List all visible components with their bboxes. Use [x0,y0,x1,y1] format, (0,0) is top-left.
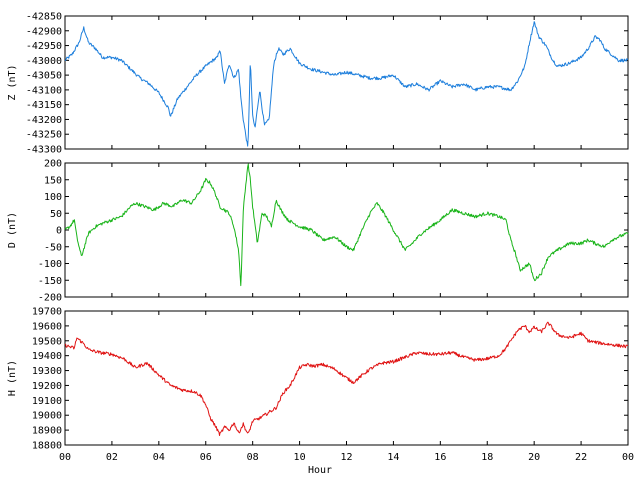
panel-z-y-axis-title: Z (nT) [7,64,18,100]
panel-h-y-tick-label: 18800 [32,441,62,452]
panel-h-y-tick-label: 18900 [32,426,62,437]
panel-h-y-tick-label: 19100 [32,396,62,407]
x-tick-label: 14 [387,452,399,463]
panel-z-y-tick-label: -43250 [26,130,62,141]
x-axis-title: Hour [308,465,332,476]
panel-h: 19700 19600 19500 19400 19300 19200 19100 19000… [7,307,634,464]
panel-h-frame [64,310,629,446]
panel-d-y-tick-label: 50 [50,209,62,220]
panel-z-frame [64,15,629,150]
x-tick-label: 00 [59,452,71,463]
panel-z: -42850 -42900 -42950 -43000 -43050 -43100 -431… [7,12,629,156]
panel-d-y-tick-label: -200 [38,293,62,304]
panel-z-y-tick-label: -43050 [26,71,62,82]
panel-d: 200 150 100 50 0 -50 -100 -150 -200 D (nT) [7,159,629,304]
panel-h-y-tick-label: 19600 [32,321,62,332]
panel-d-y-tick-label: 200 [44,159,62,170]
panel-d-y-tick-label: 150 [44,175,62,186]
panel-d-y-tick-label: -150 [38,276,62,287]
x-tick-label: 12 [340,452,352,463]
x-tick-label: 18 [481,452,493,463]
panel-d-y-axis-title: D (nT) [7,212,18,248]
x-tick-label: 04 [153,452,165,463]
x-tick-label: 22 [575,452,587,463]
panel-z-series-line [64,21,629,147]
panel-h-y-tick-label: 19200 [32,381,62,392]
panel-h-y-tick-label: 19000 [32,411,62,422]
panel-z-y-tick-label: -43000 [26,56,62,67]
x-tick-label: 02 [106,452,118,463]
panel-h-y-tick-label: 19500 [32,336,62,347]
panel-d-series-line [64,163,629,287]
panel-h-series-line [64,321,629,437]
panel-z-y-tick-label: -42900 [26,26,62,37]
panel-h-y-tick-label: 19300 [32,366,62,377]
panel-z-y-tick-label: -43150 [26,100,62,111]
panel-d-y-tick-label: -50 [44,242,62,253]
panel-d-y-tick-label: -100 [38,259,62,270]
panel-d-frame [64,162,629,298]
x-tick-label: 00 [622,452,634,463]
panel-z-y-tick-label: -43300 [26,145,62,156]
x-tick-label: 10 [294,452,306,463]
x-tick-label: 08 [247,452,259,463]
panel-h-y-axis-title: H (nT) [7,360,18,396]
panel-d-y-tick-label: 100 [44,192,62,203]
panel-d-y-tick-label: 0 [56,226,62,237]
panel-z-y-tick-label: -42850 [26,12,62,23]
panel-z-y-tick-label: -42950 [26,41,62,52]
x-tick-label: 16 [434,452,446,463]
x-tick-label: 06 [200,452,212,463]
panel-z-y-tick-label: -43200 [26,115,62,126]
panel-z-y-tick-label: -43100 [26,85,62,96]
panel-h-y-tick-label: 19700 [32,307,62,318]
x-tick-label: 20 [528,452,540,463]
panel-h-y-tick-label: 19400 [32,351,62,362]
